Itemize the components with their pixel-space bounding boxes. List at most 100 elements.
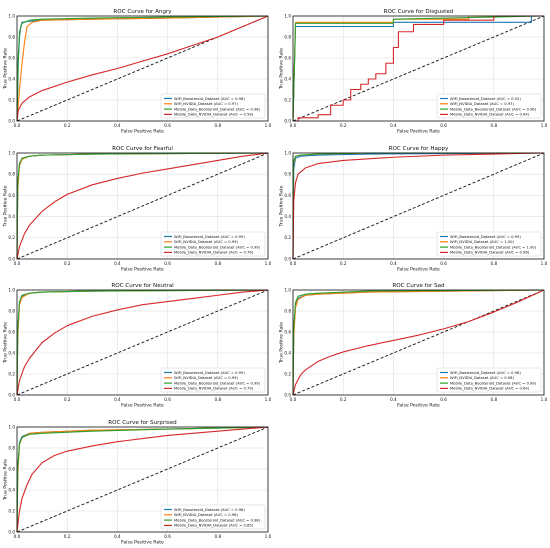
roc-subplot: 0.0 0.2 0.4 0.6 0.8 1.0 0.0 0.2 0.4 0.6 0.8 1.0 ROC …: [3, 283, 272, 409]
x-axis-label: False Positive Rate: [121, 129, 164, 135]
legend-entry: Mobile_Data_NVIDIA_Dataset (AUC = 0.79): [174, 387, 254, 391]
x-tick-label: 0.6: [164, 534, 171, 539]
x-tick-label: 0.0: [290, 397, 297, 402]
y-tick-label: 0.0: [8, 529, 15, 534]
y-axis-label: True Positive Rate: [3, 48, 9, 90]
y-tick-label: 0.8: [8, 308, 15, 313]
legend: WiFi_Boosteroid_Dataset (AUC = 0.98)WiFi…: [436, 367, 542, 393]
legend-entry: Mobile_Data_NVIDIA_Dataset (AUC = 0.58): [174, 113, 254, 117]
y-tick-label: 1.0: [284, 13, 291, 18]
y-tick-label: 0.8: [284, 308, 291, 313]
legend-entry: WiFi_NVIDIA_Dataset (AUC = 1.00): [450, 240, 514, 244]
y-tick-label: 0.0: [8, 392, 15, 397]
legend-entry: WiFi_NVIDIA_Dataset (AUC = 0.98): [450, 376, 514, 380]
x-tick-label: 0.0: [290, 261, 297, 266]
y-tick-label: 0.2: [284, 235, 291, 240]
plot-frame: [292, 152, 545, 260]
subplot-title: ROC Curve for Angry: [113, 9, 172, 15]
plot-frame: [292, 15, 545, 122]
legend-entry: Mobile_Data_NVIDIA_Dataset (AUC = 0.64): [450, 387, 530, 391]
legend-box: [160, 504, 266, 530]
x-tick-label: 0.4: [114, 534, 121, 539]
x-tick-label: 0.8: [490, 123, 497, 128]
legend-entry: Mobile_Data_Boosteroid_Dataset (AUC = 0.…: [174, 245, 261, 249]
roc-subplot: 0.0 0.2 0.4 0.6 0.8 1.0 0.0 0.2 0.4 0.6 0.8 1.0 ROC …: [279, 283, 548, 409]
x-tick-label: 0.2: [340, 397, 347, 402]
x-tick-label: 1.0: [265, 123, 272, 128]
y-tick-label: 0.6: [284, 193, 291, 198]
roc-subplot: 0.0 0.2 0.4 0.6 0.8 1.0 0.0 0.2 0.4 0.6 0.8 1.0 ROC …: [3, 9, 272, 135]
y-axis-label: True Positive Rate: [279, 48, 285, 90]
legend-entry: WiFi_NVIDIA_Dataset (AUC = 0.97): [174, 102, 238, 106]
x-tick-label: 1.0: [265, 397, 272, 402]
roc-subplot: 0.0 0.2 0.4 0.6 0.8 1.0 0.0 0.2 0.4 0.6 0.8 1.0 ROC …: [279, 146, 548, 273]
x-axis-label: False Positive Rate: [397, 267, 440, 273]
chance-diagonal: [292, 15, 545, 122]
x-tick-label: 0.6: [440, 261, 447, 266]
roc-subplot: 0.0 0.2 0.4 0.6 0.8 1.0 0.0 0.2 0.4 0.6 0.8 1.0 ROC …: [3, 420, 272, 546]
subplot-title: ROC Curve for Surprised: [108, 420, 177, 426]
legend: WiFi_Boosteroid_Dataset (AUC = 0.98)WiFi…: [160, 93, 266, 119]
y-tick-label: 0.8: [284, 172, 291, 177]
roc-curve-series: [16, 289, 269, 396]
chance-diagonal: [16, 152, 269, 260]
x-tick-label: 0.4: [114, 397, 121, 402]
plot-frame: [16, 15, 269, 122]
x-tick-label: 0.4: [114, 261, 121, 266]
y-axis-label: True Positive Rate: [279, 185, 285, 227]
legend-entry: Mobile_Data_Boosteroid_Dataset (AUC = 0.…: [450, 107, 537, 111]
legend-entry: WiFi_Boosteroid_Dataset (AUC = 0.98): [174, 97, 245, 101]
y-tick-label: 0.4: [8, 214, 15, 219]
legend: WiFi_Boosteroid_Dataset (AUC = 0.98)WiFi…: [160, 504, 266, 530]
x-axis-label: False Positive Rate: [121, 403, 164, 409]
x-tick-label: 0.2: [64, 123, 71, 128]
y-tick-label: 1.0: [8, 13, 15, 18]
x-tick-label: 0.0: [290, 123, 297, 128]
roc-curve-series: [16, 426, 269, 533]
y-tick-label: 0.8: [8, 172, 15, 177]
x-tick-label: 0.2: [64, 397, 71, 402]
x-tick-label: 0.4: [390, 261, 397, 266]
chance-diagonal: [292, 289, 545, 396]
x-tick-label: 1.0: [265, 534, 272, 539]
y-tick-label: 0.2: [284, 371, 291, 376]
y-tick-label: 0.6: [8, 55, 15, 60]
roc-curve-series: [292, 152, 545, 260]
x-tick-label: 1.0: [541, 397, 548, 402]
roc-curve-series: [16, 152, 269, 260]
x-tick-label: 0.6: [164, 261, 171, 266]
roc-curve-series: [16, 289, 269, 396]
roc-curve-series: [16, 152, 269, 260]
roc-curve-series: [16, 426, 269, 533]
y-tick-label: 0.4: [284, 76, 291, 81]
legend-entry: WiFi_Boosteroid_Dataset (AUC = 0.98): [174, 508, 245, 512]
legend-box: [160, 367, 266, 393]
y-axis-label: True Positive Rate: [3, 185, 9, 227]
y-tick-label: 0.6: [8, 466, 15, 471]
y-tick-label: 1.0: [8, 150, 15, 155]
legend-box: [436, 231, 542, 257]
y-tick-label: 0.8: [284, 34, 291, 39]
legend-entry: WiFi_Boosteroid_Dataset (AUC = 0.99): [174, 235, 245, 239]
x-tick-label: 0.8: [214, 534, 221, 539]
y-axis-label: True Positive Rate: [3, 322, 9, 364]
chance-diagonal: [16, 426, 269, 533]
legend-box: [160, 231, 266, 257]
roc-curve-series: [292, 289, 545, 396]
legend-entry: Mobile_Data_Boosteroid_Dataset (AUC = 1.…: [450, 245, 537, 249]
y-tick-label: 0.0: [284, 256, 291, 261]
plot-frame: [292, 289, 545, 396]
legend-entry: WiFi_Boosteroid_Dataset (AUC = 0.99): [174, 371, 245, 375]
legend-entry: Mobile_Data_Boosteroid_Dataset (AUC = 0.…: [450, 381, 537, 385]
y-tick-label: 0.6: [284, 329, 291, 334]
x-tick-label: 1.0: [541, 261, 548, 266]
y-tick-label: 0.2: [284, 97, 291, 102]
y-tick-label: 0.2: [8, 371, 15, 376]
x-tick-label: 0.2: [340, 123, 347, 128]
x-tick-label: 0.6: [440, 397, 447, 402]
x-tick-label: 0.8: [214, 397, 221, 402]
y-tick-label: 0.4: [8, 487, 15, 492]
legend-entry: WiFi_NVIDIA_Dataset (AUC = 0.99): [174, 240, 238, 244]
subplot-title: ROC Curve for Happy: [389, 146, 449, 152]
